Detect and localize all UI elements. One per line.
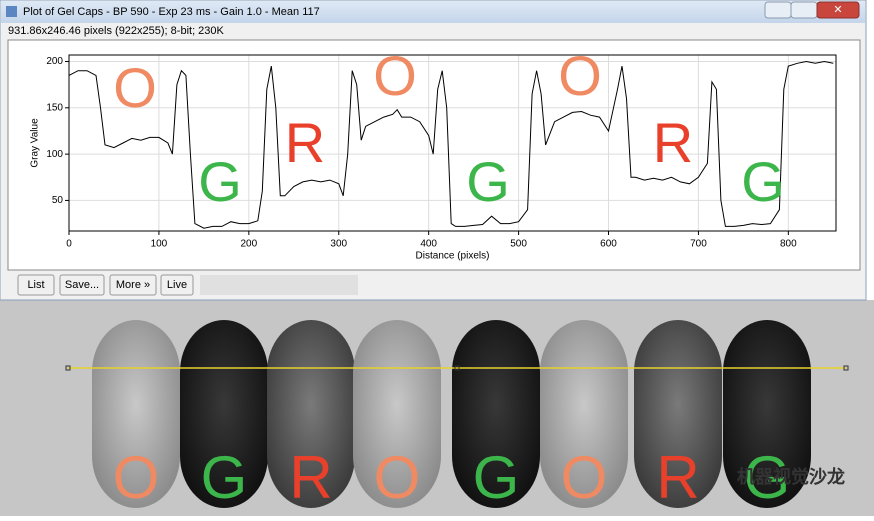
button-bar: List Save... More » Live: [17, 274, 194, 296]
capsule: [723, 320, 811, 508]
image-letter: G: [201, 444, 248, 511]
plot-letter: G: [741, 150, 785, 213]
line-handle: [65, 365, 71, 371]
status-field: [200, 275, 358, 295]
image-letter: G: [473, 444, 520, 511]
image-letter: O: [374, 444, 421, 511]
capsule: [180, 320, 268, 508]
window-icon: [6, 6, 17, 17]
image-letter: G: [744, 444, 791, 511]
button[interactable]: [160, 274, 194, 296]
capsule: [634, 320, 722, 508]
button[interactable]: [109, 274, 157, 296]
button[interactable]: [17, 274, 55, 296]
image-letter: R: [289, 444, 332, 511]
maximize-button[interactable]: [790, 1, 818, 19]
x-tick-label: 200: [240, 239, 257, 250]
profile-line: [68, 60, 834, 229]
plot-letter: O: [558, 44, 602, 107]
plot-letter: O: [113, 56, 157, 119]
x-tick-label: 500: [510, 239, 527, 250]
x-tick-label: 800: [780, 239, 797, 250]
image-info: 931.86x246.46 pixels (922x255); 8-bit; 2…: [8, 25, 225, 37]
window-title: Plot of Gel Caps - BP 590 - Exp 23 ms - …: [23, 6, 320, 18]
x-tick-label: 600: [600, 239, 617, 250]
minimize-button[interactable]: [764, 1, 792, 19]
x-tick-label: 300: [330, 239, 347, 250]
x-tick-label: 700: [690, 239, 707, 250]
plot-frame: [68, 54, 837, 232]
capsule: [540, 320, 628, 508]
button-label[interactable]: More »: [116, 279, 150, 291]
plot-panel: [7, 39, 861, 271]
plot-letter: R: [653, 111, 693, 174]
capsule: [92, 320, 180, 508]
plot-letter: O: [373, 44, 417, 107]
image-letter: O: [113, 444, 160, 511]
title-bar: [1, 1, 865, 23]
plot-letter: R: [285, 111, 325, 174]
capsule: [452, 320, 540, 508]
x-axis-label: Distance (pixels): [416, 251, 490, 262]
y-tick-label: 200: [46, 56, 63, 67]
y-axis-label: Gray Value: [30, 118, 41, 168]
plot: 0 100 200 300 400 500 600 700 800 50 100 150 200 Dist…: [30, 44, 837, 262]
capsule: [353, 320, 441, 508]
close-button[interactable]: [816, 1, 860, 19]
button-label[interactable]: Save...: [65, 279, 99, 291]
x-tick-label: 400: [420, 239, 437, 250]
close-icon: ✕: [833, 4, 842, 16]
x-tick-label: 0: [66, 239, 72, 250]
button-label[interactable]: Live: [167, 279, 187, 291]
plot-letter: G: [466, 150, 510, 213]
y-tick-label: 50: [52, 195, 64, 206]
line-handle: [454, 365, 460, 371]
image-letter: O: [561, 444, 608, 511]
plot-letter: G: [198, 150, 242, 213]
capsule: [267, 320, 355, 508]
y-tick-label: 150: [46, 102, 63, 113]
image-letter: R: [656, 444, 699, 511]
capsules: [92, 320, 811, 508]
x-tick-label: 100: [151, 239, 168, 250]
watermark: 机器视觉沙龙: [737, 466, 845, 487]
line-handle: [843, 365, 849, 371]
y-tick-label: 100: [46, 149, 63, 160]
button[interactable]: [59, 274, 105, 296]
button-label[interactable]: List: [27, 279, 44, 291]
